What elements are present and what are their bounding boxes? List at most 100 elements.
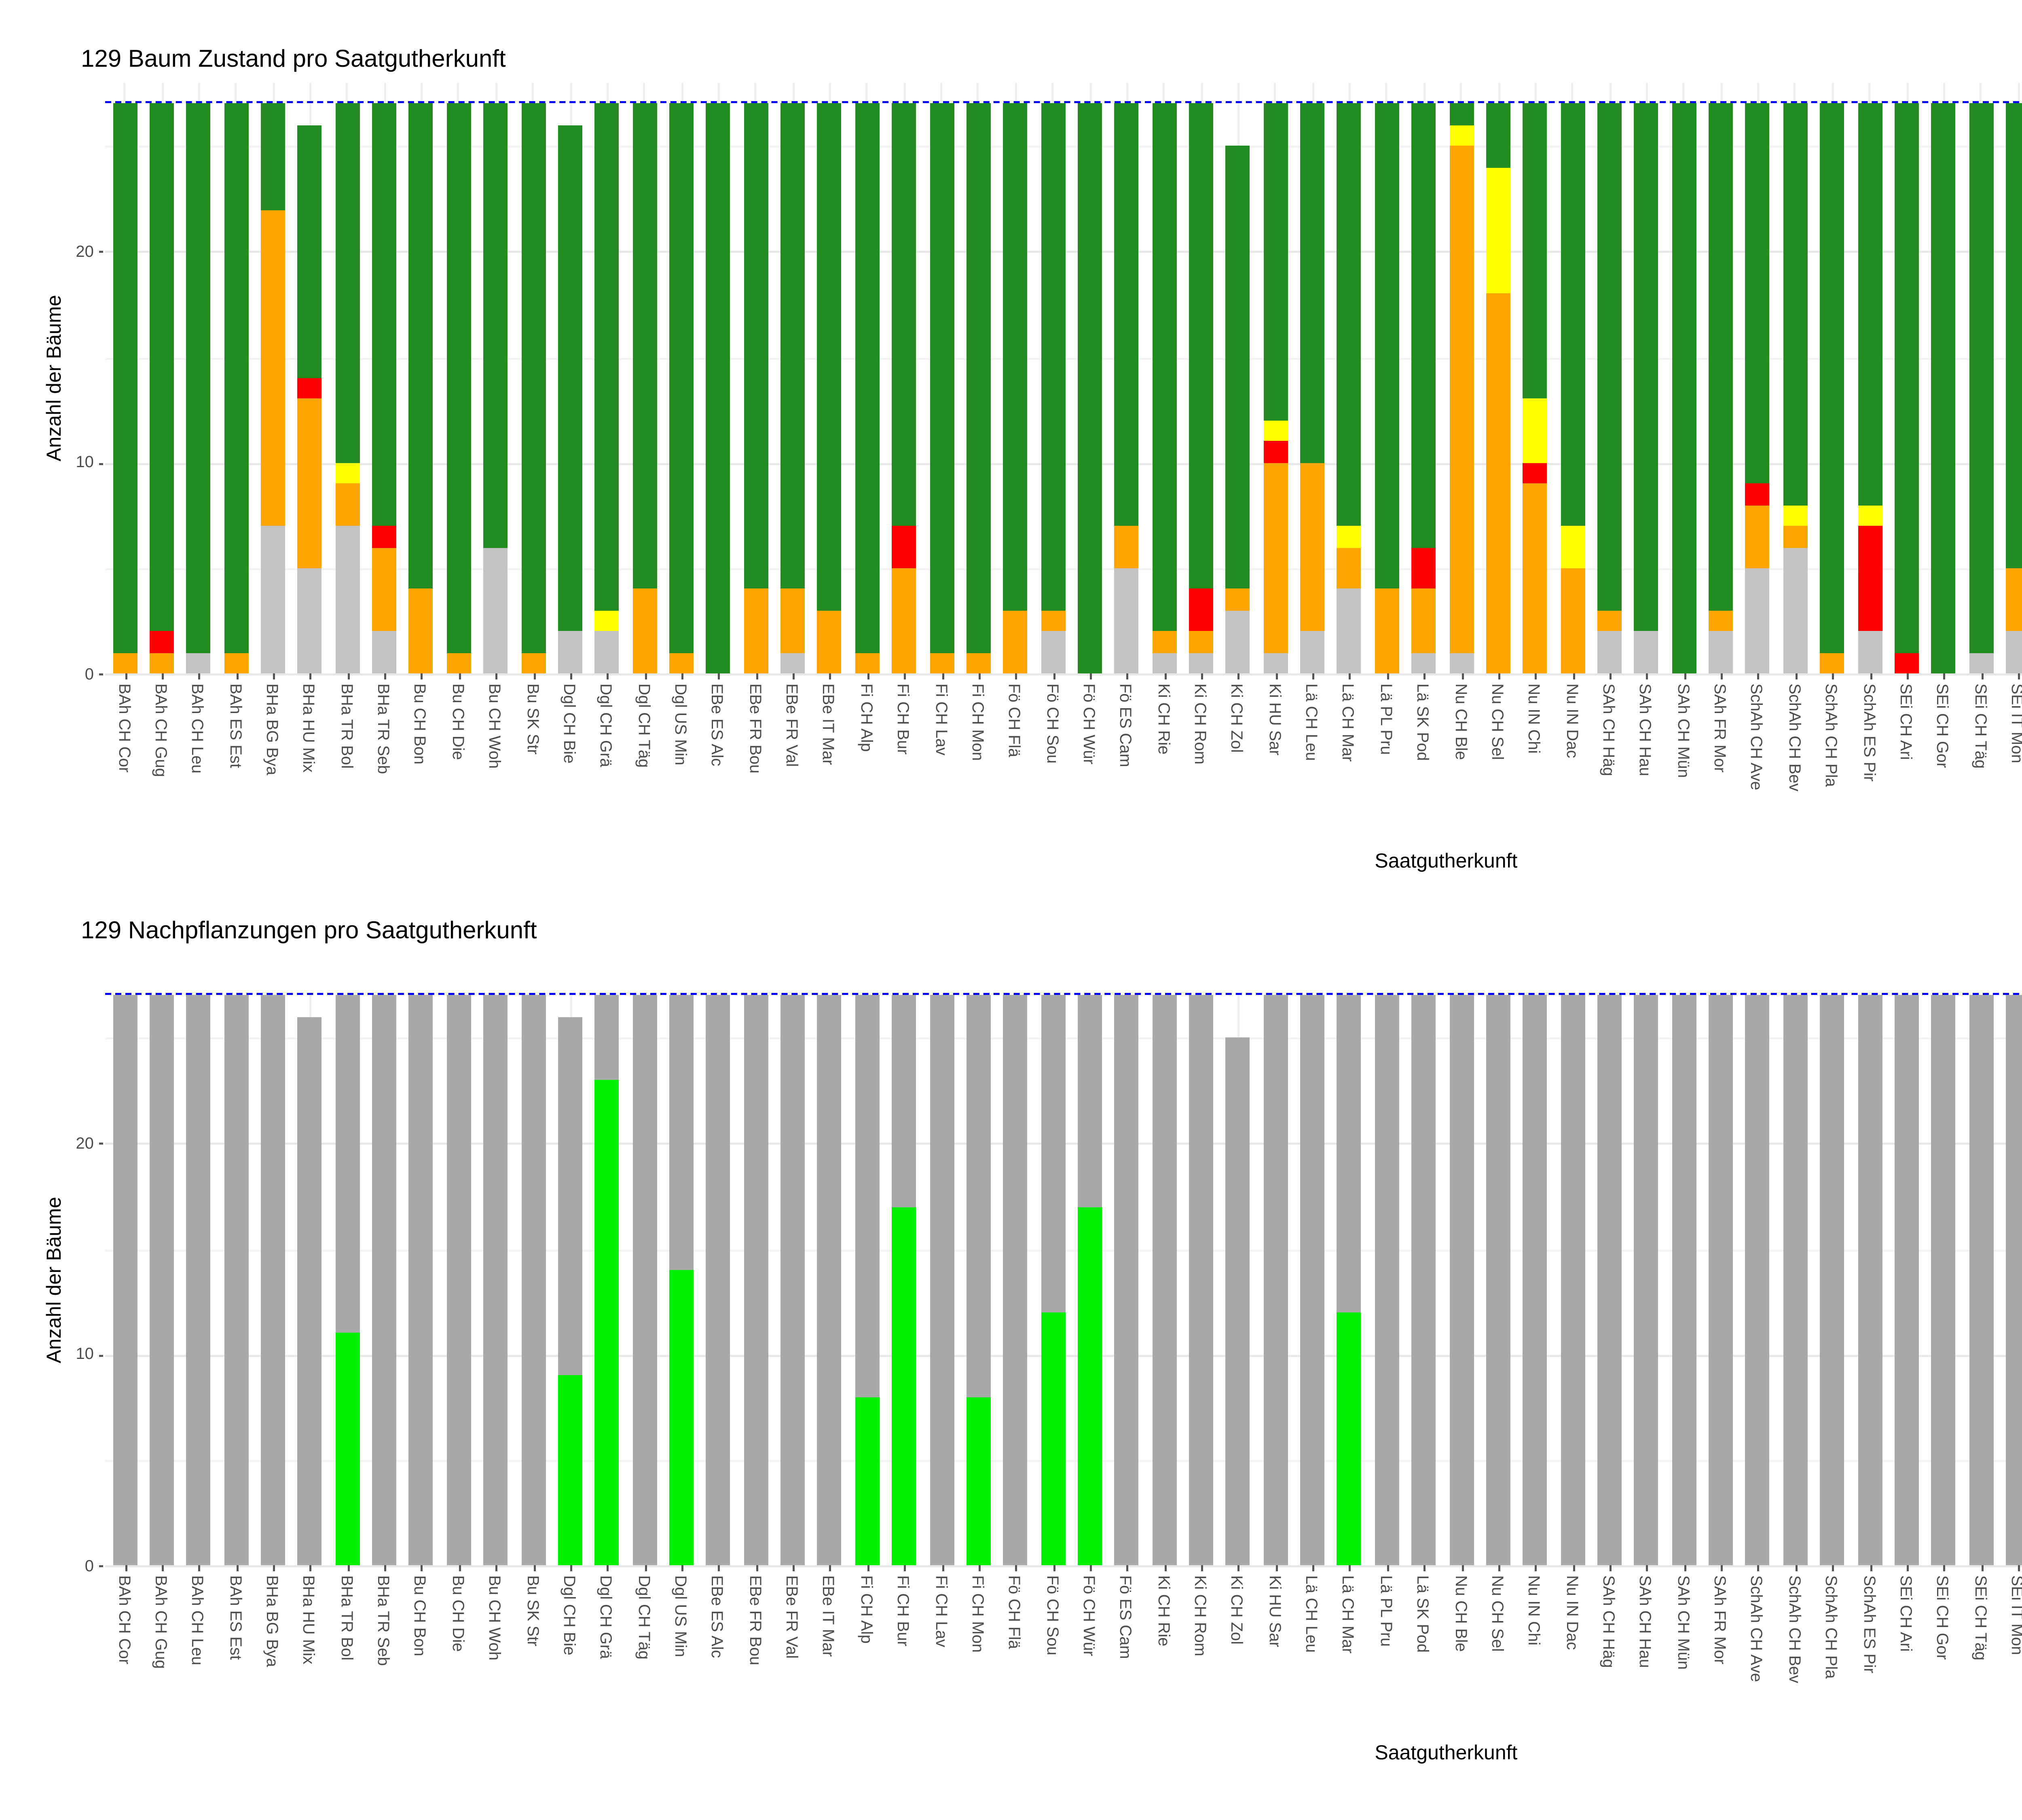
x-axis-title: Saatgutherkunft <box>1375 1743 1518 1766</box>
x-tick-label: SAh FR Mor <box>1711 684 1729 773</box>
x-tick-mark <box>1089 673 1092 679</box>
y-tick-label: 10 <box>76 453 94 472</box>
bar-segment <box>335 462 360 484</box>
bar-segment <box>892 995 916 1207</box>
bar-segment <box>1115 995 1139 1566</box>
x-tick-mark <box>273 673 275 679</box>
bar-segment <box>1189 652 1214 674</box>
x-tick-label: SEi CH Täg <box>1971 684 1989 769</box>
bar-segment <box>706 995 731 1566</box>
bar-segment <box>1412 995 1436 1566</box>
x-tick-mark <box>718 673 721 679</box>
bar-segment <box>112 104 137 653</box>
bar-segment <box>1337 104 1362 526</box>
x-tick-mark <box>644 673 646 679</box>
bar-segment <box>1820 652 1844 674</box>
bar-segment <box>1189 995 1214 1566</box>
x-tick-mark <box>1944 1565 1946 1571</box>
x-tick-label: Fö ES Cam <box>1117 684 1135 768</box>
x-tick-label: EBe IT Mar <box>820 684 838 766</box>
bar-segment <box>1746 104 1770 484</box>
x-axis-title: Saatgutherkunft <box>1375 851 1518 874</box>
bar-segment <box>372 526 397 547</box>
bar-segment <box>558 125 582 632</box>
x-tick-label: SEi CH Ari <box>1896 1575 1915 1652</box>
bar-segment <box>1709 610 1733 632</box>
x-tick-mark <box>236 1565 238 1571</box>
x-tick-label: Ki HU Sar <box>1265 1575 1284 1648</box>
x-tick-mark <box>978 673 980 679</box>
bar-segment <box>669 1270 694 1566</box>
bar-segment <box>1449 146 1473 653</box>
x-tick-label: Nu CH Sel <box>1488 684 1506 760</box>
bar-segment <box>446 652 471 674</box>
x-tick-label: SAh FR Mor <box>1711 1575 1729 1665</box>
x-tick-label: Dgl CH Bie <box>560 1575 578 1656</box>
bar-segment <box>743 589 768 674</box>
x-tick-mark <box>1535 673 1537 679</box>
y-tick-label: 0 <box>85 665 94 683</box>
bar-segment <box>1449 125 1473 146</box>
x-tick-mark <box>1127 673 1129 679</box>
bar-segment <box>1226 610 1250 674</box>
y-tick-mark <box>99 673 104 676</box>
bar-segment <box>1894 104 1919 653</box>
bar-segment <box>1486 104 1510 167</box>
x-tick-label: Fö CH Flä <box>1005 1575 1024 1650</box>
x-tick-label: BHa TR Seb <box>374 1575 393 1666</box>
x-tick-mark <box>1869 673 1872 679</box>
bar-segment <box>1931 995 1956 1566</box>
x-tick-mark <box>1424 673 1426 679</box>
x-tick-mark <box>904 673 906 679</box>
bar-segment <box>632 589 657 674</box>
bar-segment <box>1152 104 1176 632</box>
bar-segment <box>298 378 322 400</box>
bar-segment <box>1003 104 1028 611</box>
x-tick-label: SEi CH Täg <box>1971 1575 1989 1661</box>
x-tick-mark <box>1684 1565 1686 1571</box>
bar-segment <box>1300 104 1325 463</box>
bar-segment <box>1115 526 1139 568</box>
x-tick-mark <box>1275 673 1277 679</box>
x-tick-mark <box>384 1565 386 1571</box>
x-tick-label: Fi CH Mon <box>968 684 987 762</box>
bar-segment <box>1375 104 1399 590</box>
bar-segment <box>1969 652 1993 674</box>
bar-segment <box>2005 568 2022 632</box>
x-tick-mark <box>904 1565 906 1571</box>
x-tick-label: SAh CH Hau <box>1636 1575 1655 1668</box>
x-tick-mark <box>1387 1565 1389 1571</box>
x-tick-label: Fö CH Sou <box>1042 684 1061 764</box>
bar-segment <box>595 631 620 674</box>
x-tick-mark <box>1498 1565 1500 1571</box>
x-tick-mark <box>1646 673 1649 679</box>
bar-segment <box>1523 399 1548 463</box>
x-tick-label: Fi CH Alp <box>857 684 875 752</box>
x-tick-label: Ki CH Rie <box>1154 684 1172 755</box>
bar-segment <box>595 610 620 632</box>
bar-segment <box>892 568 916 674</box>
bar-segment <box>520 104 545 653</box>
x-tick-label: BHa HU Mix <box>300 684 318 773</box>
bar-segment <box>1300 462 1325 632</box>
x-tick-mark <box>1795 1565 1797 1571</box>
x-tick-mark <box>161 673 164 679</box>
x-tick-mark <box>830 673 832 679</box>
bar-segment <box>818 610 842 674</box>
x-tick-mark <box>755 1565 758 1571</box>
x-tick-mark <box>2018 673 2020 679</box>
x-tick-label: Ki CH Zol <box>1228 1575 1247 1645</box>
bar-segment <box>1597 631 1622 674</box>
bar-segment <box>335 995 360 1333</box>
bar-segment <box>1263 462 1288 653</box>
bar-segment <box>929 104 954 653</box>
x-tick-label: Nu IN Dac <box>1562 684 1581 759</box>
x-tick-mark <box>1312 1565 1315 1571</box>
x-tick-label: SchAh ES Pir <box>1859 684 1878 782</box>
bar-segment <box>1115 568 1139 674</box>
bar-segment <box>372 631 397 674</box>
bar-segment <box>1040 1312 1065 1566</box>
bar-segment <box>1375 589 1399 674</box>
x-tick-mark <box>793 1565 795 1571</box>
bar-segment <box>854 652 879 674</box>
